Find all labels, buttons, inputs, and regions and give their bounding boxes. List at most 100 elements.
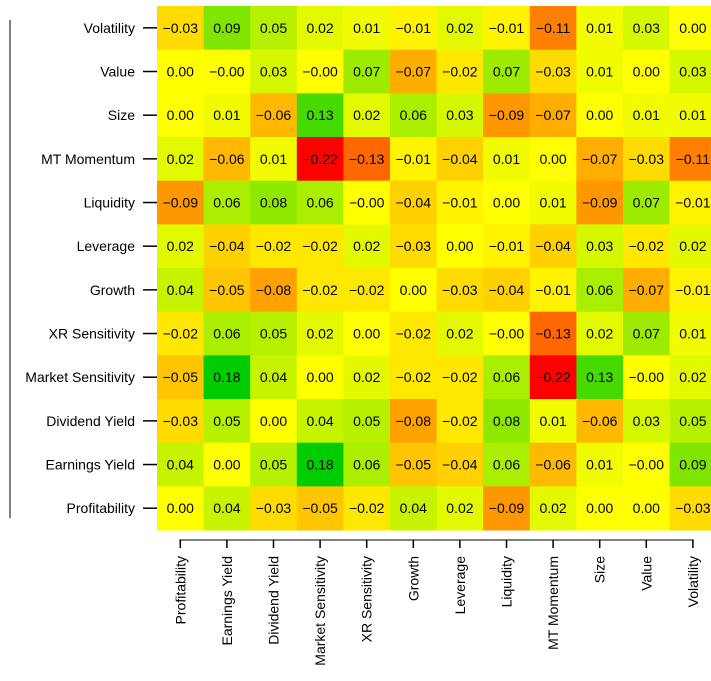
cell-value-label: 0.02 bbox=[353, 107, 380, 123]
heatmap-cell bbox=[157, 224, 205, 269]
cell-value-label: 0.03 bbox=[633, 20, 660, 36]
heatmap-cell bbox=[436, 224, 484, 269]
y-tick-label: Dividend Yield bbox=[46, 413, 135, 429]
heatmap-cell bbox=[623, 180, 671, 225]
cell-value-label: −0.06 bbox=[256, 107, 292, 123]
cell-value-label: −0.03 bbox=[535, 64, 571, 80]
heatmap-cell bbox=[390, 137, 438, 182]
cell-value-label: −0.03 bbox=[256, 500, 292, 516]
heatmap-cell bbox=[157, 442, 205, 487]
heatmap-cell bbox=[483, 49, 531, 94]
cell-value-label: −0.01 bbox=[489, 238, 525, 254]
heatmap-cell bbox=[296, 6, 344, 51]
heatmap-cell bbox=[390, 399, 438, 444]
cell-value-label: −0.04 bbox=[489, 282, 525, 298]
cell-value-label: −0.09 bbox=[163, 195, 199, 211]
heatmap-cell bbox=[250, 180, 298, 225]
cell-value-label: 0.02 bbox=[539, 500, 566, 516]
y-tick-label: Growth bbox=[90, 282, 135, 298]
cell-value-label: 0.08 bbox=[493, 413, 520, 429]
x-tick-label: Profitability bbox=[172, 556, 188, 624]
cell-value-label: 0.08 bbox=[260, 195, 287, 211]
heatmap-cell bbox=[343, 49, 391, 94]
cell-value-label: −0.07 bbox=[629, 282, 665, 298]
heatmap-cell bbox=[436, 442, 484, 487]
heatmap-cell bbox=[296, 442, 344, 487]
heatmap-cell bbox=[390, 49, 438, 94]
heatmap-cell bbox=[343, 137, 391, 182]
heatmap-cell bbox=[483, 311, 531, 356]
heatmap-cell bbox=[343, 442, 391, 487]
cell-value-label: −0.11 bbox=[676, 151, 711, 167]
heatmap-cell bbox=[296, 180, 344, 225]
x-tick-label: Growth bbox=[405, 556, 421, 601]
heatmap-cell bbox=[203, 224, 251, 269]
heatmap-cell bbox=[250, 486, 298, 531]
heatmap-cell bbox=[529, 399, 577, 444]
cell-value-label: −0.01 bbox=[675, 282, 711, 298]
heatmap-cell bbox=[343, 180, 391, 225]
cell-value-label: 0.02 bbox=[446, 20, 473, 36]
heatmap-cell bbox=[436, 180, 484, 225]
x-tick-label: Volatility bbox=[685, 556, 701, 607]
cell-value-label: 0.04 bbox=[260, 369, 287, 385]
cell-value-label: −0.01 bbox=[396, 151, 432, 167]
cell-value-label: 0.02 bbox=[446, 500, 473, 516]
heatmap-cell bbox=[529, 486, 577, 531]
cell-value-label: −0.02 bbox=[442, 413, 478, 429]
heatmap-cell bbox=[296, 486, 344, 531]
cell-value-label: −0.00 bbox=[209, 64, 245, 80]
y-tick-label: Earnings Yield bbox=[45, 457, 135, 473]
heatmap-cell bbox=[436, 311, 484, 356]
cell-value-label: −0.02 bbox=[349, 282, 385, 298]
heatmap-cell bbox=[390, 442, 438, 487]
cell-value-label: −0.11 bbox=[536, 20, 571, 36]
heatmap-cell bbox=[296, 268, 344, 313]
heatmap-cell bbox=[343, 268, 391, 313]
cell-value-label: 0.01 bbox=[586, 64, 613, 80]
heatmap-cell bbox=[343, 93, 391, 138]
cell-value-label: 0.18 bbox=[213, 369, 240, 385]
heatmap-cell bbox=[390, 355, 438, 400]
heatmap-cell bbox=[250, 224, 298, 269]
cell-value-label: 0.03 bbox=[633, 413, 660, 429]
heatmap-cell bbox=[529, 49, 577, 94]
cell-value-label: 0.01 bbox=[633, 107, 660, 123]
cell-value-label: −0.13 bbox=[535, 326, 571, 342]
cell-value-label: −0.07 bbox=[535, 107, 571, 123]
x-tick-label: Size bbox=[592, 556, 608, 583]
heatmap-cell bbox=[436, 399, 484, 444]
cell-value-label: 0.06 bbox=[353, 457, 380, 473]
heatmap-cell bbox=[483, 486, 531, 531]
heatmap-cell bbox=[529, 180, 577, 225]
cell-value-label: −0.09 bbox=[489, 107, 525, 123]
heatmap-cell bbox=[576, 93, 624, 138]
heatmap-cell bbox=[623, 6, 671, 51]
cell-value-label: −0.02 bbox=[302, 282, 338, 298]
cell-value-label: 0.05 bbox=[353, 413, 380, 429]
cell-value-label: −0.04 bbox=[396, 195, 432, 211]
heatmap-cell bbox=[529, 224, 577, 269]
cell-value-label: 0.02 bbox=[167, 151, 194, 167]
cell-value-label: −0.09 bbox=[582, 195, 618, 211]
cell-value-label: 0.05 bbox=[260, 457, 287, 473]
heatmap-cell bbox=[157, 180, 205, 225]
heatmap-cell bbox=[623, 355, 671, 400]
cell-value-label: 0.01 bbox=[586, 457, 613, 473]
heatmap-cell bbox=[436, 6, 484, 51]
heatmap-cell bbox=[623, 224, 671, 269]
heatmap-cell bbox=[296, 49, 344, 94]
x-axis: Profitability Earnings Yield Dividend Yiel… bbox=[172, 539, 701, 666]
cell-value-label: −0.02 bbox=[442, 64, 478, 80]
heatmap-cell bbox=[203, 311, 251, 356]
y-tick-label: Value bbox=[100, 64, 135, 80]
cell-value-label: −0.22 bbox=[302, 151, 338, 167]
heatmap-cell bbox=[576, 137, 624, 182]
cell-value-label: −0.07 bbox=[396, 64, 432, 80]
cell-value-label: 0.06 bbox=[213, 326, 240, 342]
cell-value-label: −0.02 bbox=[302, 238, 338, 254]
cell-value-label: 0.00 bbox=[167, 107, 194, 123]
cell-value-label: 0.13 bbox=[306, 107, 333, 123]
heatmap-cell bbox=[250, 311, 298, 356]
cell-value-label: 0.00 bbox=[213, 457, 240, 473]
